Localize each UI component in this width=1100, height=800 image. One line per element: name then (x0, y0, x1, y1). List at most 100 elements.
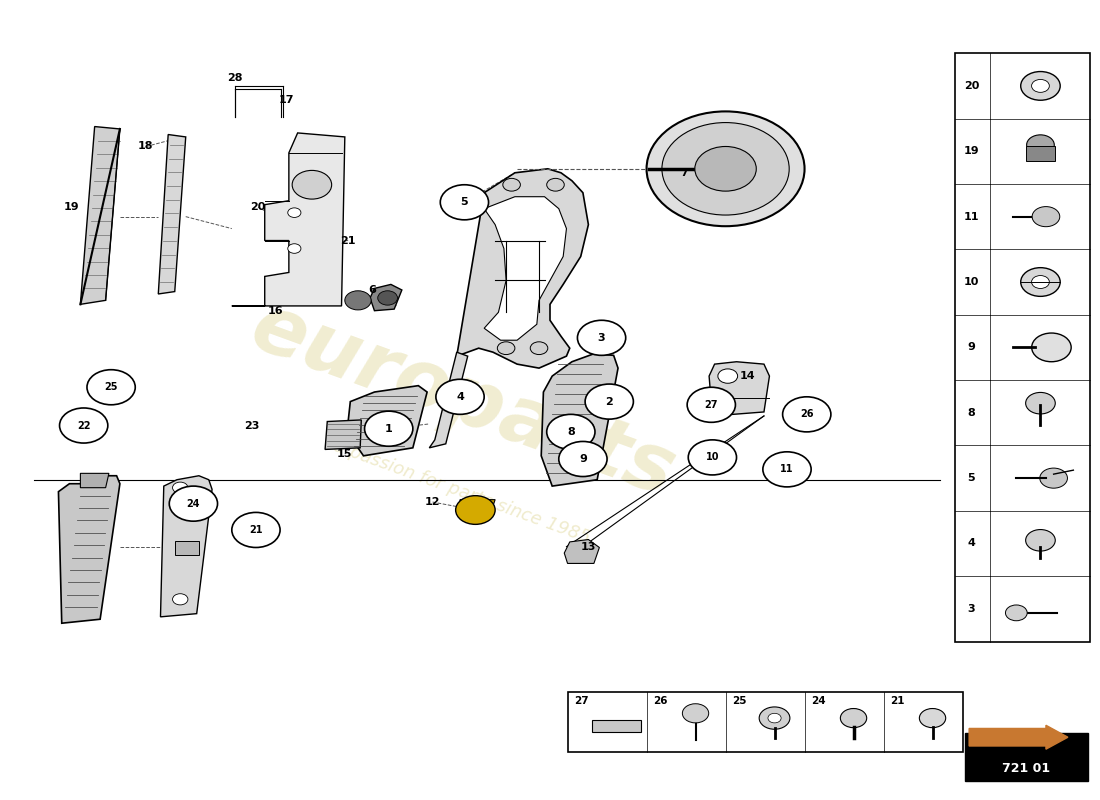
Polygon shape (58, 476, 120, 623)
Circle shape (87, 370, 135, 405)
Circle shape (585, 384, 634, 419)
Text: 18: 18 (138, 142, 153, 151)
Text: europarts: europarts (240, 287, 684, 513)
Text: 4: 4 (967, 538, 976, 549)
Text: 26: 26 (653, 696, 668, 706)
Bar (1026, 146, 1055, 161)
Text: 16: 16 (268, 306, 284, 316)
Text: 20: 20 (251, 202, 266, 212)
Circle shape (1025, 393, 1055, 414)
Circle shape (293, 170, 332, 199)
Text: 13: 13 (581, 542, 596, 552)
Circle shape (173, 482, 188, 494)
Polygon shape (232, 133, 344, 306)
Text: 7: 7 (680, 168, 688, 178)
Circle shape (578, 320, 626, 355)
Text: 721 01: 721 01 (1002, 762, 1050, 775)
Text: 22: 22 (77, 421, 90, 430)
Circle shape (455, 496, 495, 524)
Polygon shape (564, 539, 600, 563)
Bar (568, 692, 962, 752)
Polygon shape (326, 420, 361, 450)
Circle shape (1032, 333, 1071, 362)
Text: a passion for parts since 1985: a passion for parts since 1985 (331, 437, 593, 546)
FancyArrow shape (969, 726, 1068, 749)
Polygon shape (158, 134, 186, 294)
Text: 20: 20 (964, 81, 979, 91)
Text: 27: 27 (704, 400, 718, 410)
Circle shape (695, 146, 757, 191)
Circle shape (1032, 79, 1049, 92)
Circle shape (647, 111, 804, 226)
Text: 9: 9 (967, 342, 976, 352)
Bar (965, 734, 1088, 781)
Circle shape (288, 208, 301, 218)
Polygon shape (80, 474, 109, 488)
Polygon shape (710, 362, 769, 416)
Text: 15: 15 (337, 450, 352, 459)
Text: 8: 8 (566, 427, 574, 437)
Text: 3: 3 (597, 333, 605, 343)
Circle shape (232, 513, 280, 547)
Circle shape (1026, 135, 1054, 155)
Circle shape (689, 440, 737, 475)
Text: 17: 17 (279, 95, 295, 106)
Polygon shape (484, 197, 566, 340)
Text: 25: 25 (733, 696, 747, 706)
Polygon shape (370, 285, 402, 310)
Circle shape (344, 290, 371, 310)
Text: 5: 5 (968, 473, 975, 483)
Polygon shape (161, 476, 212, 617)
Circle shape (559, 442, 607, 477)
Circle shape (503, 178, 520, 191)
Polygon shape (460, 500, 495, 515)
Circle shape (768, 714, 781, 723)
Text: 14: 14 (739, 371, 756, 381)
Circle shape (59, 408, 108, 443)
Text: 11: 11 (780, 464, 794, 474)
Polygon shape (456, 169, 588, 368)
Circle shape (497, 342, 515, 354)
Circle shape (364, 411, 412, 446)
Text: 8: 8 (968, 408, 976, 418)
Text: 11: 11 (964, 212, 979, 222)
Circle shape (920, 709, 946, 728)
Text: 4: 4 (456, 392, 464, 402)
Text: 19: 19 (64, 202, 79, 212)
Circle shape (1040, 468, 1067, 488)
Polygon shape (429, 352, 468, 448)
Text: 19: 19 (964, 146, 979, 156)
Circle shape (759, 707, 790, 730)
Text: 26: 26 (800, 410, 814, 419)
Circle shape (530, 342, 548, 354)
Text: 9: 9 (579, 454, 587, 464)
Text: 21: 21 (250, 525, 263, 535)
Circle shape (682, 704, 708, 723)
Text: 3: 3 (968, 604, 975, 614)
Text: 1: 1 (385, 424, 393, 434)
Text: 27: 27 (574, 696, 590, 706)
Circle shape (169, 486, 218, 521)
Circle shape (1032, 206, 1059, 226)
Circle shape (1021, 71, 1060, 100)
Circle shape (1005, 605, 1027, 621)
Text: 25: 25 (104, 382, 118, 392)
Circle shape (173, 594, 188, 605)
Text: 24: 24 (187, 498, 200, 509)
Circle shape (718, 369, 738, 383)
Text: 24: 24 (812, 696, 826, 706)
Text: 12: 12 (425, 497, 440, 507)
Text: 10: 10 (705, 452, 719, 462)
Circle shape (440, 185, 488, 220)
Text: 21: 21 (340, 235, 356, 246)
Circle shape (1025, 530, 1055, 551)
Text: 6: 6 (368, 285, 376, 295)
Polygon shape (541, 354, 618, 486)
Circle shape (436, 379, 484, 414)
Text: 21: 21 (891, 696, 905, 706)
Circle shape (840, 709, 867, 728)
Polygon shape (346, 386, 427, 456)
Bar (175, 541, 199, 555)
Bar (955, 54, 1090, 642)
Circle shape (547, 178, 564, 191)
